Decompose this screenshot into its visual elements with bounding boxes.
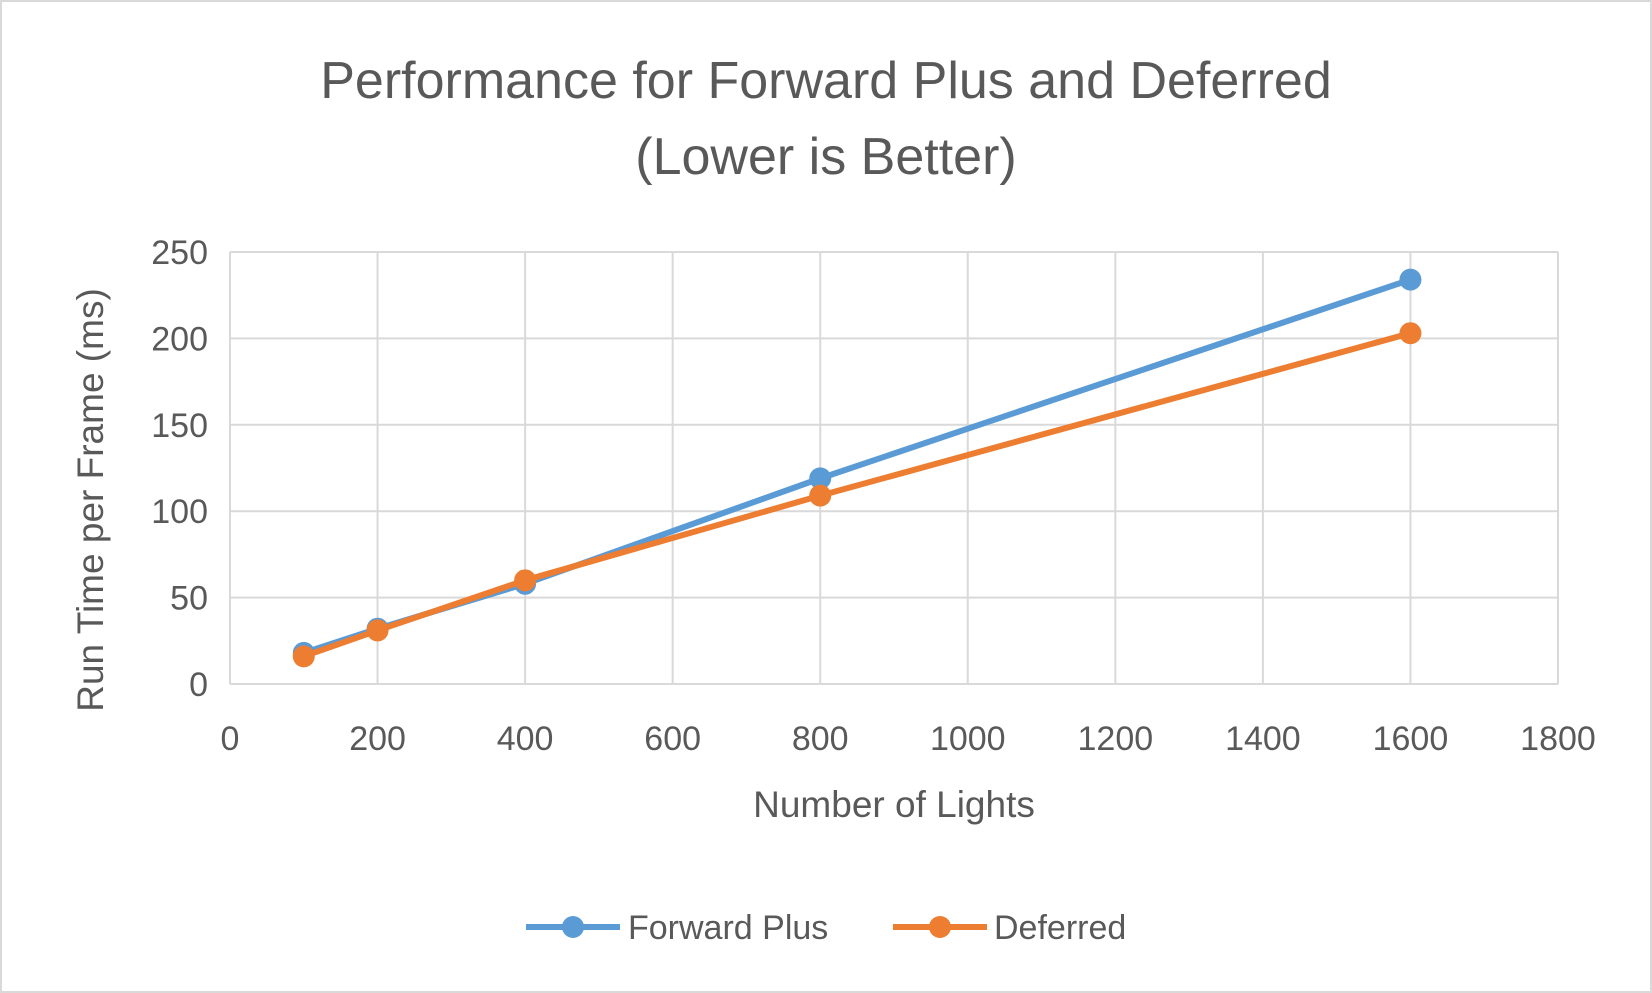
deferred-point	[366, 619, 389, 642]
x-axis-title: Number of Lights	[753, 784, 1035, 825]
deferred-point	[514, 569, 537, 592]
x-tick-label: 1000	[930, 720, 1006, 758]
y-tick-label: 200	[151, 320, 208, 358]
x-tick-label: 600	[644, 720, 701, 758]
gridlines	[230, 251, 1559, 684]
forward-plus-point	[809, 467, 832, 490]
x-tick-label: 0	[221, 720, 240, 758]
x-tick-label: 400	[497, 720, 554, 758]
deferred-point	[809, 484, 832, 507]
chart-title-line-1: Performance for Forward Plus and Deferre…	[320, 52, 1332, 110]
y-tick-label: 100	[151, 493, 208, 531]
deferred-point	[1399, 322, 1422, 345]
y-tick-label: 50	[170, 580, 208, 618]
tick-labels: 0 50 100 150 200 250 0 200 400 600 800 1000 1200 1400…	[151, 234, 1596, 758]
legend-entry-forward-plus: Forward Plus	[526, 909, 828, 947]
x-tick-label: 800	[792, 720, 849, 758]
deferred-line	[300, 330, 1414, 660]
y-axis-title: Run Time per Frame (ms)	[70, 288, 111, 712]
x-tick-label: 1600	[1373, 720, 1449, 758]
y-tick-label: 0	[189, 666, 208, 704]
x-tick-label: 200	[349, 720, 406, 758]
x-tick-label: 1200	[1078, 720, 1154, 758]
legend-swatch-marker	[929, 916, 951, 938]
y-tick-label: 150	[151, 407, 208, 445]
legend: Forward Plus Deferred	[526, 909, 1126, 947]
deferred-point	[292, 645, 315, 668]
series-lines	[292, 268, 1422, 668]
chart-title-line-2: (Lower is Better)	[635, 128, 1016, 186]
x-tick-label: 1400	[1225, 720, 1301, 758]
legend-swatch-marker	[562, 916, 584, 938]
legend-label: Forward Plus	[628, 909, 828, 947]
axes	[229, 252, 1558, 685]
forward-plus-point	[1399, 268, 1422, 291]
x-tick-label: 1800	[1520, 720, 1596, 758]
legend-entry-deferred: Deferred	[893, 909, 1126, 947]
y-tick-label: 250	[151, 234, 208, 272]
legend-label: Deferred	[994, 909, 1126, 947]
